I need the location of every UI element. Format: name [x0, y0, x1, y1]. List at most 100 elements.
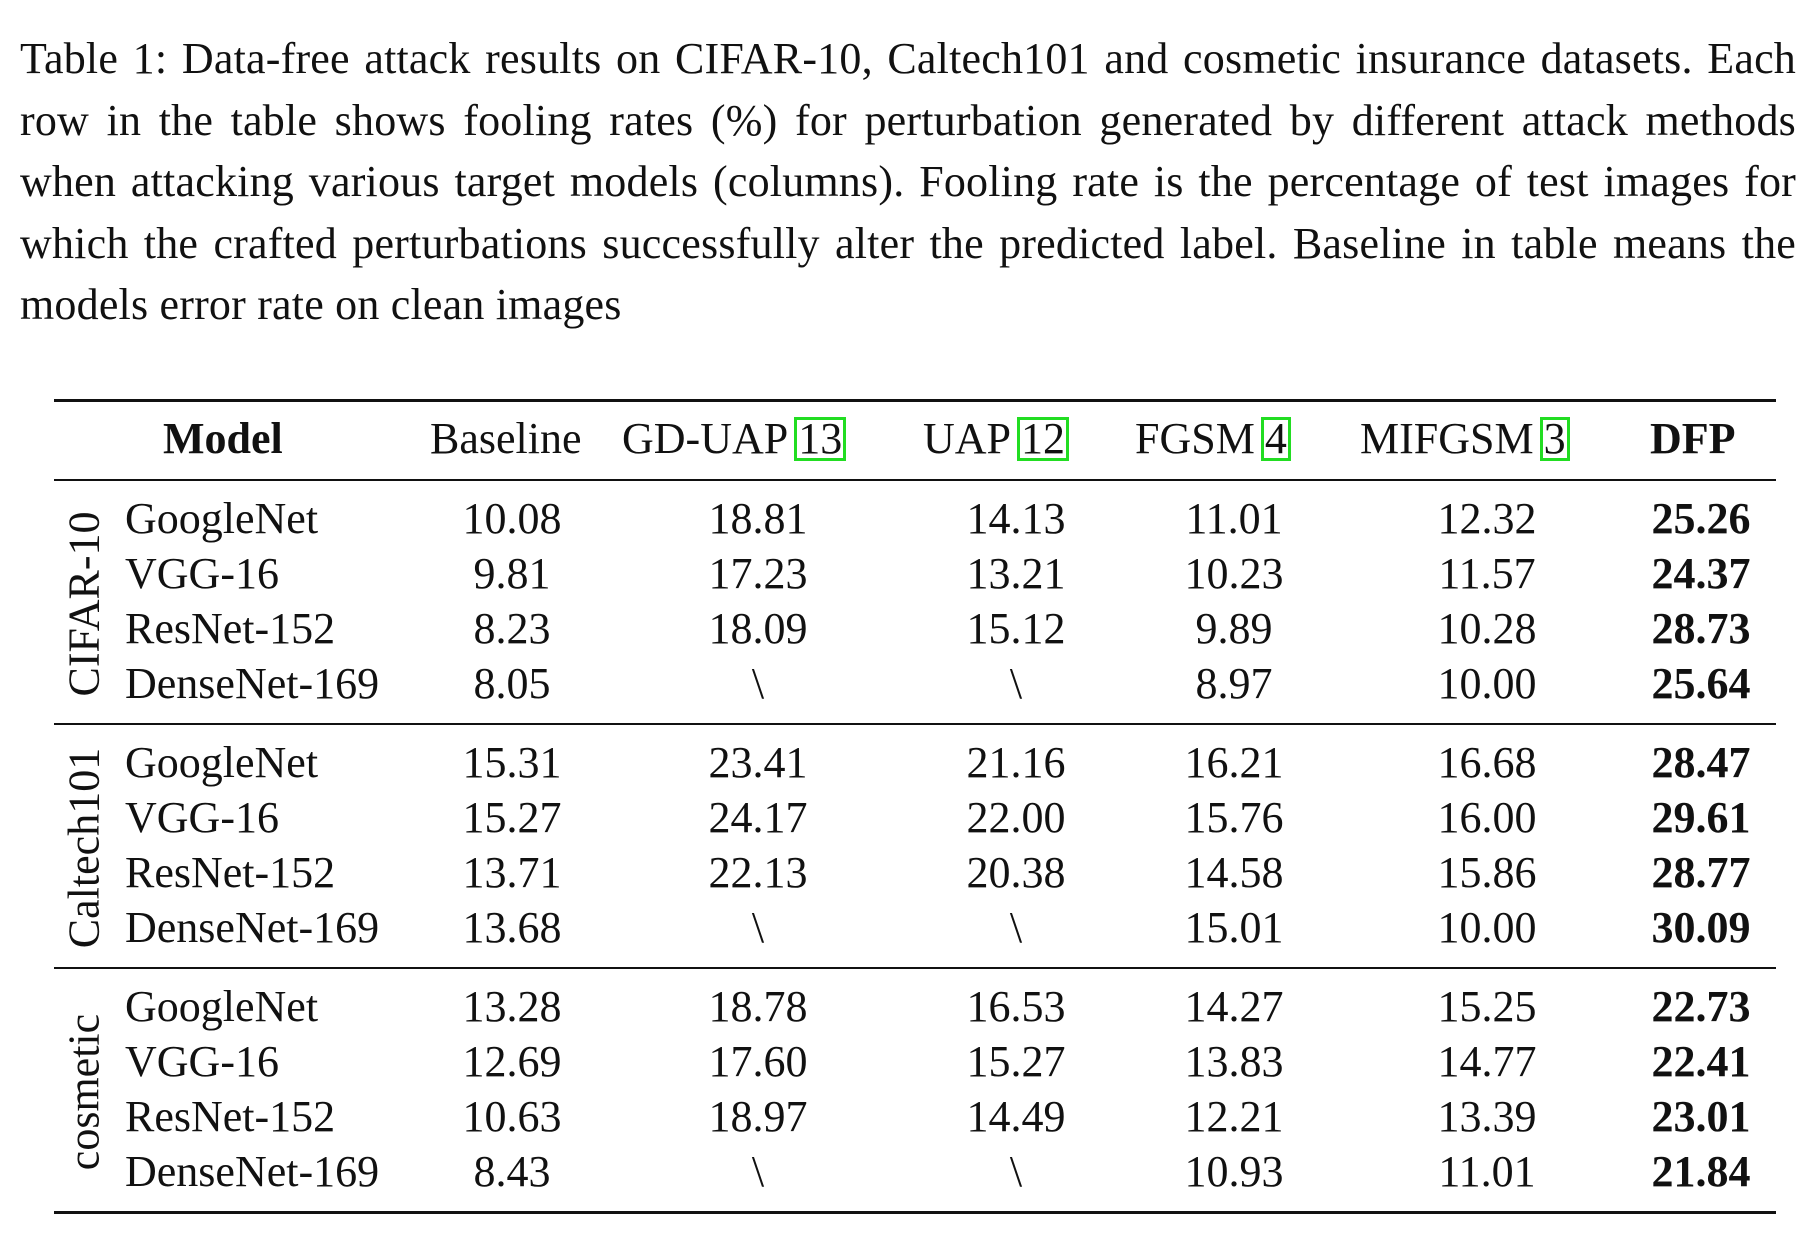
baseline-cell: 9.81 [473, 549, 551, 598]
citation-link-4[interactable]: 4 [1260, 417, 1291, 461]
mifgsm-cell: 11.57 [1438, 549, 1536, 598]
group-rule-2 [54, 967, 1776, 969]
mifgsm-cell: 13.39 [1437, 1092, 1537, 1141]
header-rule [54, 479, 1776, 481]
mifgsm-cell: 11.01 [1438, 1147, 1536, 1196]
group-label: Caltech101 [59, 747, 109, 949]
baseline-cell: 8.43 [473, 1147, 551, 1196]
model-name-cell: VGG-16 [125, 1037, 279, 1086]
group-rule-1 [54, 723, 1776, 725]
model-name-cell: GoogleNet [125, 738, 319, 787]
mifgsm-cell: 10.00 [1437, 903, 1537, 952]
dfp-cell: 22.41 [1651, 1037, 1751, 1086]
group-label: cosmetic [59, 1013, 109, 1171]
baseline-cell: 13.71 [462, 848, 562, 897]
dfp-cell: 28.77 [1651, 848, 1751, 897]
group-label: CIFAR-10 [59, 511, 109, 697]
gduap-cell: \ [751, 1147, 765, 1196]
gduap-cell: 24.17 [708, 793, 808, 842]
table-caption: Table 1: Data-free attack results on CIF… [20, 34, 1796, 329]
baseline-cell: 12.69 [462, 1037, 562, 1086]
top-rule [54, 399, 1776, 402]
mifgsm-cell: 14.77 [1437, 1037, 1537, 1086]
dfp-cell: 30.09 [1651, 903, 1751, 952]
gduap-cell: 18.81 [708, 494, 808, 543]
baseline-cell: 13.28 [462, 982, 562, 1031]
mifgsm-cell: 16.68 [1437, 738, 1537, 787]
uap-cell: 14.13 [966, 494, 1066, 543]
dfp-cell: 29.61 [1651, 793, 1751, 842]
header-baseline: Baseline [430, 414, 582, 463]
fgsm-cell: 15.76 [1184, 793, 1284, 842]
model-name-cell: DenseNet-169 [125, 1147, 380, 1196]
header-fgsm-label: FGSM [1135, 414, 1255, 463]
baseline-cell: 10.63 [462, 1092, 562, 1141]
fgsm-cell: 11.01 [1185, 494, 1283, 543]
header-dfp: DFP [1650, 414, 1736, 463]
baseline-cell: 8.23 [473, 604, 551, 653]
header-mifgsm-label: MIFGSM [1360, 414, 1534, 463]
model-name-cell: DenseNet-169 [125, 659, 380, 708]
gduap-cell: 22.13 [708, 848, 808, 897]
uap-cell: 16.53 [966, 982, 1066, 1031]
fgsm-cell: 16.21 [1184, 738, 1284, 787]
fgsm-cell: 13.83 [1184, 1037, 1284, 1086]
uap-cell: 15.12 [966, 604, 1066, 653]
fgsm-cell: 15.01 [1184, 903, 1284, 952]
uap-cell: 20.38 [966, 848, 1066, 897]
citation-link-12[interactable]: 12 [1017, 417, 1070, 461]
mifgsm-cell: 16.00 [1437, 793, 1537, 842]
header-gduap-label: GD-UAP [622, 414, 789, 463]
mifgsm-cell: 12.32 [1437, 494, 1537, 543]
mifgsm-cell: 10.00 [1437, 659, 1537, 708]
baseline-cell: 8.05 [473, 659, 551, 708]
uap-cell: 22.00 [966, 793, 1066, 842]
fgsm-cell: 8.97 [1195, 659, 1273, 708]
header-fgsm: FGSM 4 [1135, 414, 1291, 464]
fgsm-cell: 14.58 [1184, 848, 1284, 897]
uap-cell: \ [1009, 903, 1023, 952]
uap-cell: 21.16 [966, 738, 1066, 787]
header-model: Model [163, 414, 283, 463]
gduap-cell: \ [751, 903, 765, 952]
baseline-cell: 15.27 [462, 793, 562, 842]
header-uap: UAP 12 [923, 414, 1070, 464]
uap-cell: \ [1009, 659, 1023, 708]
baseline-cell: 13.68 [462, 903, 562, 952]
dfp-cell: 25.26 [1651, 494, 1751, 543]
model-name-cell: ResNet-152 [125, 848, 336, 897]
model-name-cell: VGG-16 [125, 793, 279, 842]
fgsm-cell: 10.23 [1184, 549, 1284, 598]
baseline-cell: 10.08 [462, 494, 562, 543]
header-mifgsm: MIFGSM 3 [1360, 414, 1570, 464]
fgsm-cell: 14.27 [1184, 982, 1284, 1031]
dfp-cell: 21.84 [1651, 1147, 1751, 1196]
gduap-cell: 18.78 [708, 982, 808, 1031]
gduap-cell: 18.09 [708, 604, 808, 653]
bottom-rule [54, 1211, 1776, 1214]
citation-link-3[interactable]: 3 [1539, 417, 1570, 461]
dfp-cell: 25.64 [1651, 659, 1751, 708]
header-uap-label: UAP [923, 414, 1012, 463]
gduap-cell: \ [751, 659, 765, 708]
gduap-cell: 17.60 [708, 1037, 808, 1086]
header-gduap: GD-UAP 13 [622, 414, 847, 464]
uap-cell: 14.49 [966, 1092, 1066, 1141]
model-name-cell: ResNet-152 [125, 604, 336, 653]
dfp-cell: 28.47 [1651, 738, 1751, 787]
gduap-cell: 17.23 [708, 549, 808, 598]
fgsm-cell: 10.93 [1184, 1147, 1284, 1196]
dfp-cell: 23.01 [1651, 1092, 1751, 1141]
uap-cell: 15.27 [966, 1037, 1066, 1086]
dfp-cell: 22.73 [1651, 982, 1751, 1031]
baseline-cell: 15.31 [462, 738, 562, 787]
dfp-cell: 28.73 [1651, 604, 1751, 653]
uap-cell: 13.21 [966, 549, 1066, 598]
mifgsm-cell: 15.25 [1437, 982, 1537, 1031]
model-name-cell: GoogleNet [125, 982, 319, 1031]
citation-link-13[interactable]: 13 [794, 417, 847, 461]
model-name-cell: GoogleNet [125, 494, 319, 543]
mifgsm-cell: 10.28 [1437, 604, 1537, 653]
model-name-cell: VGG-16 [125, 549, 279, 598]
model-name-cell: ResNet-152 [125, 1092, 336, 1141]
